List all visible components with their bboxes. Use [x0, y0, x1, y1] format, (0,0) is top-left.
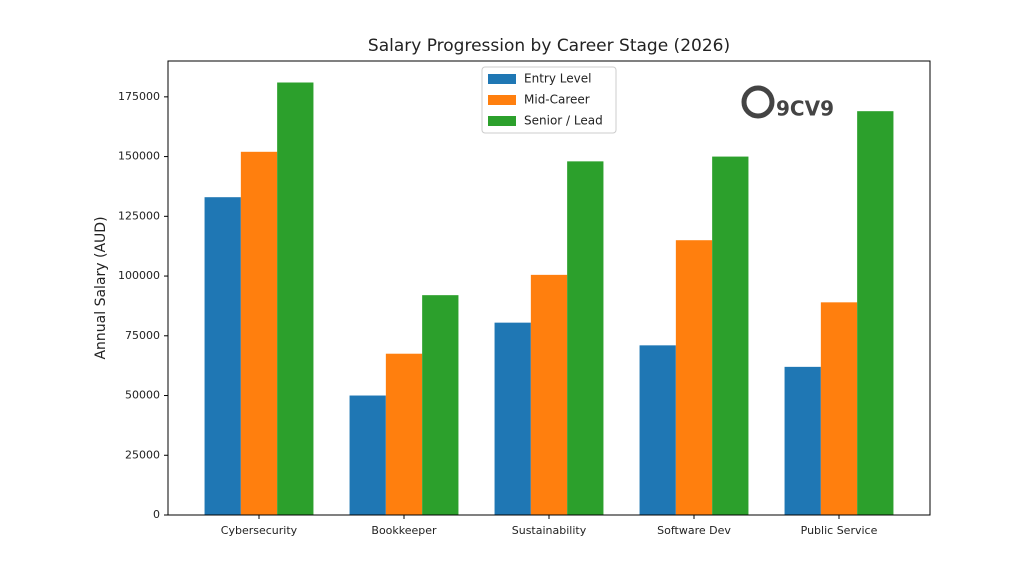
x-tick-label: Bookkeeper — [371, 524, 437, 537]
legend-swatch — [488, 74, 516, 84]
y-tick-label: 175000 — [118, 90, 160, 103]
watermark-logo: 9CV9 — [741, 85, 834, 121]
y-tick-label: 50000 — [125, 389, 160, 402]
x-tick-label: Software Dev — [657, 524, 731, 537]
y-tick-label: 25000 — [125, 448, 160, 461]
bar — [530, 274, 568, 515]
bar — [675, 240, 713, 516]
y-axis-label: Annual Salary (AUD) — [93, 216, 109, 359]
bar — [385, 353, 423, 515]
y-tick-label: 100000 — [118, 269, 160, 282]
bar — [240, 151, 278, 516]
legend-label: Senior / Lead — [524, 114, 603, 128]
watermark: 9CV9 — [776, 97, 834, 121]
bar — [857, 111, 894, 515]
x-tick-label: Cybersecurity — [221, 524, 298, 537]
y-tick-label: 150000 — [118, 150, 160, 163]
bar — [639, 345, 676, 515]
legend: Entry Level Mid-Career Senior / Lead — [481, 66, 617, 134]
logo-ring — [741, 85, 775, 119]
bar — [820, 302, 858, 515]
x-tick-label: Public Service — [801, 524, 878, 537]
legend-label: Entry Level — [524, 72, 591, 86]
plot-frame — [167, 60, 931, 516]
bar — [712, 156, 749, 515]
bar — [784, 366, 821, 515]
x-tick-label: Sustainability — [512, 524, 587, 537]
bar — [277, 82, 314, 516]
bar — [567, 161, 604, 515]
legend-swatch — [488, 116, 516, 126]
legend-swatch — [488, 95, 516, 105]
plot-area: 0 25000 50000 75000 100000 125000 150000 175000… — [118, 60, 931, 537]
legend-label: Mid-Career — [524, 93, 590, 107]
y-tick-label: 75000 — [125, 329, 160, 342]
y-tick-label: 125000 — [118, 209, 160, 222]
y-tick-label: 0 — [153, 508, 160, 521]
chart-title: Salary Progression by Career Stage (2026… — [368, 36, 730, 56]
bar — [349, 395, 386, 515]
bar — [494, 322, 531, 515]
bar — [422, 295, 459, 515]
bar — [204, 197, 241, 515]
